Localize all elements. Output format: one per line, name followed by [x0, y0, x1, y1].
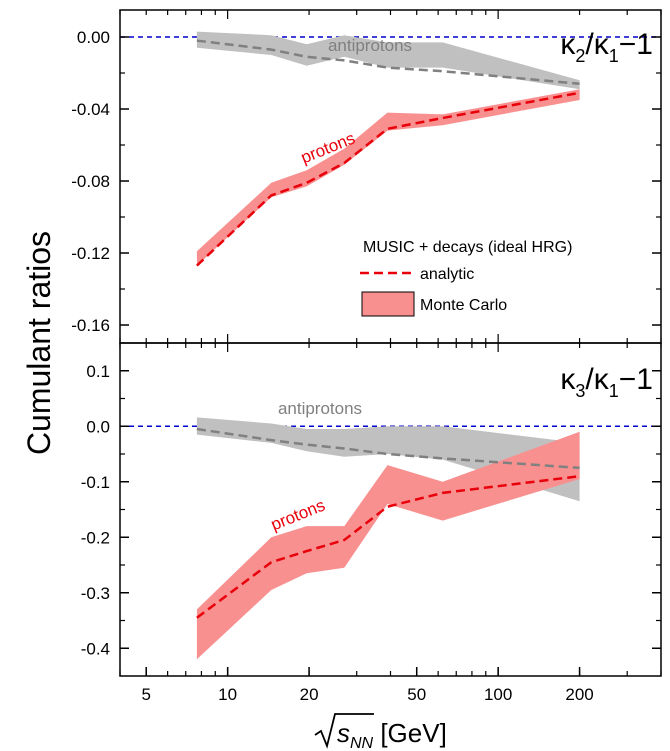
- x-tick-label: 20: [300, 685, 319, 704]
- bottom-title-den-sub: 1: [609, 381, 619, 401]
- bottom-plot-area: [120, 417, 661, 660]
- bot-y-tick-label: -0.1: [81, 473, 110, 492]
- bottom-title-tail: −1: [619, 363, 653, 396]
- top-title-num-sub: 2: [575, 46, 585, 66]
- x-axis-label: sNN [GeV]: [314, 713, 447, 751]
- top-y-tick-label: -0.12: [71, 244, 110, 263]
- top-panel-title: κ2/κ1−1: [560, 28, 653, 66]
- sqrt-symbol: [314, 713, 374, 749]
- x-tick-label: 5: [141, 685, 150, 704]
- top-title-den-sub: 1: [609, 46, 619, 66]
- bottom-title-kappa-den: κ: [594, 363, 610, 396]
- x-label-subscript: NN: [350, 735, 374, 751]
- bot-y-tick-label: -0.4: [81, 639, 110, 658]
- top-y-tick-label: -0.08: [71, 172, 110, 191]
- y-axis-label: Cumulant ratios: [21, 231, 57, 455]
- top-antiprotons-analytic-line: [196, 39, 580, 86]
- bottom-protons-analytic-line: [196, 474, 580, 619]
- bottom-title-num-sub: 3: [575, 381, 585, 401]
- bot-y-tick-label: -0.2: [81, 528, 110, 547]
- top-x-ticks: [119, 10, 662, 343]
- top-y-tick-label: -0.16: [71, 316, 110, 335]
- legend-monte-carlo-swatch: [361, 291, 415, 317]
- bottom-panel: 0.1 0.0 -0.1 -0.2 -0.3 -0.4 5 10 20 50 100 200 κ3/…: [81, 342, 662, 704]
- x-label-unit: [GeV]: [373, 718, 447, 748]
- x-label-s: s: [337, 718, 350, 748]
- top-title-tail: −1: [619, 28, 653, 61]
- top-protons-analytic-line: [196, 91, 580, 267]
- top-title-kappa-den: κ: [594, 28, 610, 61]
- svg-text:sNN [GeV]: sNN [GeV]: [337, 718, 447, 751]
- top-protons-monte-carlo-band: [196, 89, 580, 266]
- top-plot-area: [120, 31, 661, 267]
- bottom-antiprotons-analytic-line: [196, 427, 580, 470]
- top-y-axis: 0.00 -0.04 -0.08 -0.12 -0.16: [71, 28, 661, 335]
- top-title-kappa-num: κ: [560, 28, 576, 61]
- x-tick-label: 200: [565, 685, 593, 704]
- x-tick-label: 10: [218, 685, 237, 704]
- bottom-panel-title: κ3/κ1−1: [560, 363, 653, 401]
- legend-monte-carlo-label: Monte Carlo: [420, 297, 507, 314]
- bot-y-tick-label: 0.1: [86, 362, 110, 381]
- x-tick-label: 50: [407, 685, 426, 704]
- legend: MUSIC + decays (ideal HRG) analytic Mont…: [360, 239, 572, 317]
- top-antiprotons-monte-carlo-band: [196, 31, 580, 90]
- bot-y-tick-label: 0.0: [86, 417, 110, 436]
- legend-analytic-label: analytic: [420, 266, 474, 283]
- bottom-x-axis: 5 10 20 50 100 200: [119, 343, 662, 704]
- legend-title: MUSIC + decays (ideal HRG): [363, 239, 572, 256]
- bottom-protons-monte-carlo-band: [196, 431, 580, 660]
- bottom-antiprotons-monte-carlo-band: [196, 417, 580, 502]
- bottom-title-kappa-num: κ: [560, 363, 576, 396]
- bot-y-tick-label: -0.3: [81, 584, 110, 603]
- bottom-antiprotons-label: antiprotons: [278, 399, 362, 418]
- x-tick-label: 100: [484, 685, 512, 704]
- top-antiprotons-label: antiprotons: [328, 36, 412, 55]
- top-y-tick-label: 0.00: [77, 28, 110, 47]
- bottom-y-axis: 0.1 0.0 -0.1 -0.2 -0.3 -0.4: [81, 362, 661, 658]
- top-panel: 0.00 -0.04 -0.08 -0.12 -0.16 κ2/κ1−1 antipro…: [71, 9, 662, 344]
- top-y-tick-label: -0.04: [71, 100, 110, 119]
